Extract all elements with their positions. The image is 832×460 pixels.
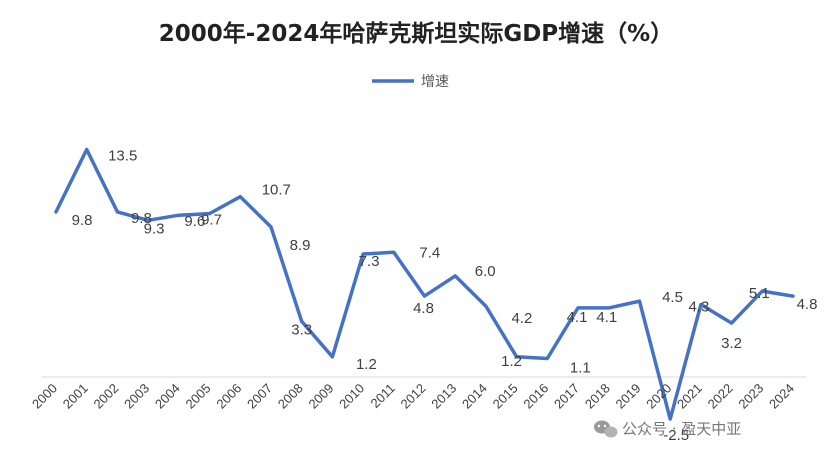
data-label-2003: 9.3 bbox=[144, 220, 165, 237]
data-label-2015: 1.2 bbox=[501, 353, 522, 370]
data-label-2002: 9.8 bbox=[131, 210, 152, 227]
x-tick-2018: 2018 bbox=[582, 381, 613, 412]
data-label-2006: 10.7 bbox=[262, 182, 291, 199]
data-label-2013: 6.0 bbox=[475, 263, 496, 280]
x-tick-2014: 2014 bbox=[459, 381, 490, 412]
x-tick-2006: 2006 bbox=[213, 381, 244, 412]
data-label-2023: 5.1 bbox=[749, 285, 770, 302]
watermark-text: 公众号 · 盈天中亚 bbox=[622, 420, 741, 438]
data-label-2000: 9.8 bbox=[72, 212, 93, 229]
x-tick-2013: 2013 bbox=[428, 381, 459, 412]
data-label-2022: 3.2 bbox=[721, 335, 742, 352]
series-line-growth bbox=[54, 147, 795, 421]
wechat-icon bbox=[594, 420, 618, 438]
x-tick-2012: 2012 bbox=[398, 381, 429, 412]
x-tick-2017: 2017 bbox=[551, 381, 582, 412]
x-tick-2003: 2003 bbox=[121, 381, 152, 412]
data-label-2019: 4.5 bbox=[662, 289, 683, 306]
x-tick-2023: 2023 bbox=[735, 381, 766, 412]
x-tick-2011: 2011 bbox=[368, 381, 398, 411]
watermark: 公众号 · 盈天中亚 bbox=[594, 420, 741, 438]
data-label-2005: 9.7 bbox=[201, 212, 222, 229]
x-tick-2002: 2002 bbox=[90, 381, 121, 412]
x-tick-2007: 2007 bbox=[244, 381, 275, 412]
data-label-2010: 7.3 bbox=[359, 253, 380, 270]
data-label-2017: 4.1 bbox=[567, 309, 588, 326]
x-tick-2000: 2000 bbox=[29, 381, 60, 412]
data-label-2018: 4.1 bbox=[596, 309, 617, 326]
data-label-2009: 1.2 bbox=[356, 356, 377, 373]
x-tick-2010: 2010 bbox=[336, 381, 367, 412]
chart-title: 2000年-2024年哈萨克斯坦实际GDP增速（%） bbox=[159, 20, 673, 47]
data-label-2004: 9.6 bbox=[184, 213, 205, 230]
data-label-2024: 4.8 bbox=[797, 296, 818, 313]
x-tick-2016: 2016 bbox=[520, 381, 551, 412]
x-tick-labels: 2000 2001 2002 2003 2004 2005 2006 2007 2008 2009… bbox=[29, 381, 797, 412]
x-tick-2005: 2005 bbox=[183, 381, 214, 412]
data-labels: 9.813.59.89.3 9.69.710.78.93.31.27.37.44.… bbox=[72, 148, 818, 445]
data-label-2008: 3.3 bbox=[291, 321, 312, 338]
data-label-2014: 4.2 bbox=[511, 310, 532, 327]
data-label-2007: 8.9 bbox=[290, 237, 311, 254]
data-label-2016: 1.1 bbox=[570, 360, 591, 377]
x-tick-2019: 2019 bbox=[613, 381, 644, 412]
legend: 增速 bbox=[372, 74, 449, 90]
legend-label: 增速 bbox=[421, 74, 449, 90]
x-tick-2009: 2009 bbox=[305, 381, 336, 412]
data-label-2001: 13.5 bbox=[108, 148, 137, 165]
x-tick-2020: 2020 bbox=[643, 381, 674, 412]
x-tick-2004: 2004 bbox=[152, 381, 183, 412]
x-tick-2008: 2008 bbox=[275, 381, 306, 412]
x-tick-2015: 2015 bbox=[490, 381, 521, 412]
x-tick-2024: 2024 bbox=[766, 381, 797, 412]
x-tick-2001: 2001 bbox=[60, 381, 91, 412]
data-label-2020: -2.5 bbox=[663, 427, 689, 444]
data-label-2012: 4.8 bbox=[413, 300, 434, 317]
x-tick-2022: 2022 bbox=[705, 381, 736, 412]
data-label-2011: 7.4 bbox=[419, 244, 440, 261]
data-label-2021: 4.3 bbox=[688, 299, 709, 316]
